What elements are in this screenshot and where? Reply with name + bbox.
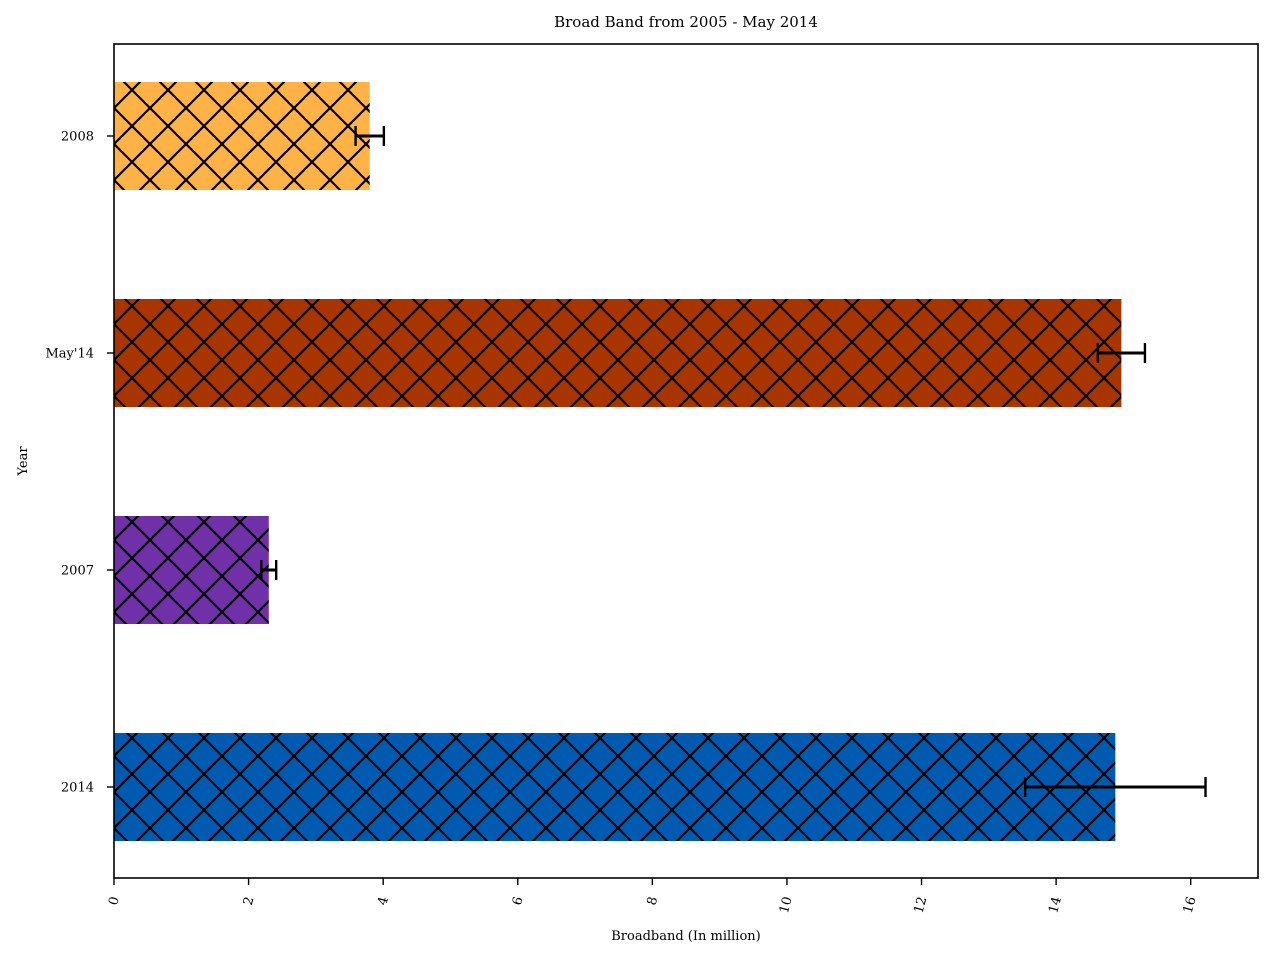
- x-axis: 0 2 4 6 8 10 12 14 16: [106, 878, 1200, 915]
- error-bar: [260, 560, 278, 580]
- y-axis: 2008 May'14 2007 2014: [45, 130, 114, 796]
- x-tick-label: 6: [510, 895, 527, 907]
- chart-title: Broad Band from 2005 - May 2014: [554, 13, 818, 31]
- error-bar: [354, 126, 386, 146]
- y-tick-label: 2007: [61, 564, 94, 579]
- x-axis-label: Broadband (In million): [611, 929, 761, 944]
- bar: [114, 82, 370, 190]
- x-tick-label: 16: [1181, 895, 1200, 915]
- plot-frame: [113, 43, 1259, 879]
- x-tick-label: 12: [912, 895, 931, 915]
- y-tick-label: May'14: [45, 347, 94, 362]
- error-bar: [1023, 777, 1207, 797]
- bars-layer: [114, 82, 1122, 841]
- y-tick-label: 2014: [61, 781, 94, 796]
- y-tick-label: 2008: [61, 130, 94, 145]
- bar: [114, 299, 1122, 407]
- bar: [114, 733, 1116, 841]
- x-tick-label: 8: [645, 895, 662, 907]
- y-axis-label: Year: [16, 446, 31, 477]
- x-tick-label: 14: [1046, 895, 1065, 915]
- x-tick-label: 2: [241, 895, 258, 907]
- error-bars-layer: [260, 126, 1207, 797]
- x-tick-label: 0: [106, 895, 123, 907]
- x-tick-label: 4: [375, 895, 392, 907]
- error-bar: [1096, 343, 1147, 363]
- x-tick-label: 10: [777, 895, 796, 915]
- bar: [114, 516, 269, 624]
